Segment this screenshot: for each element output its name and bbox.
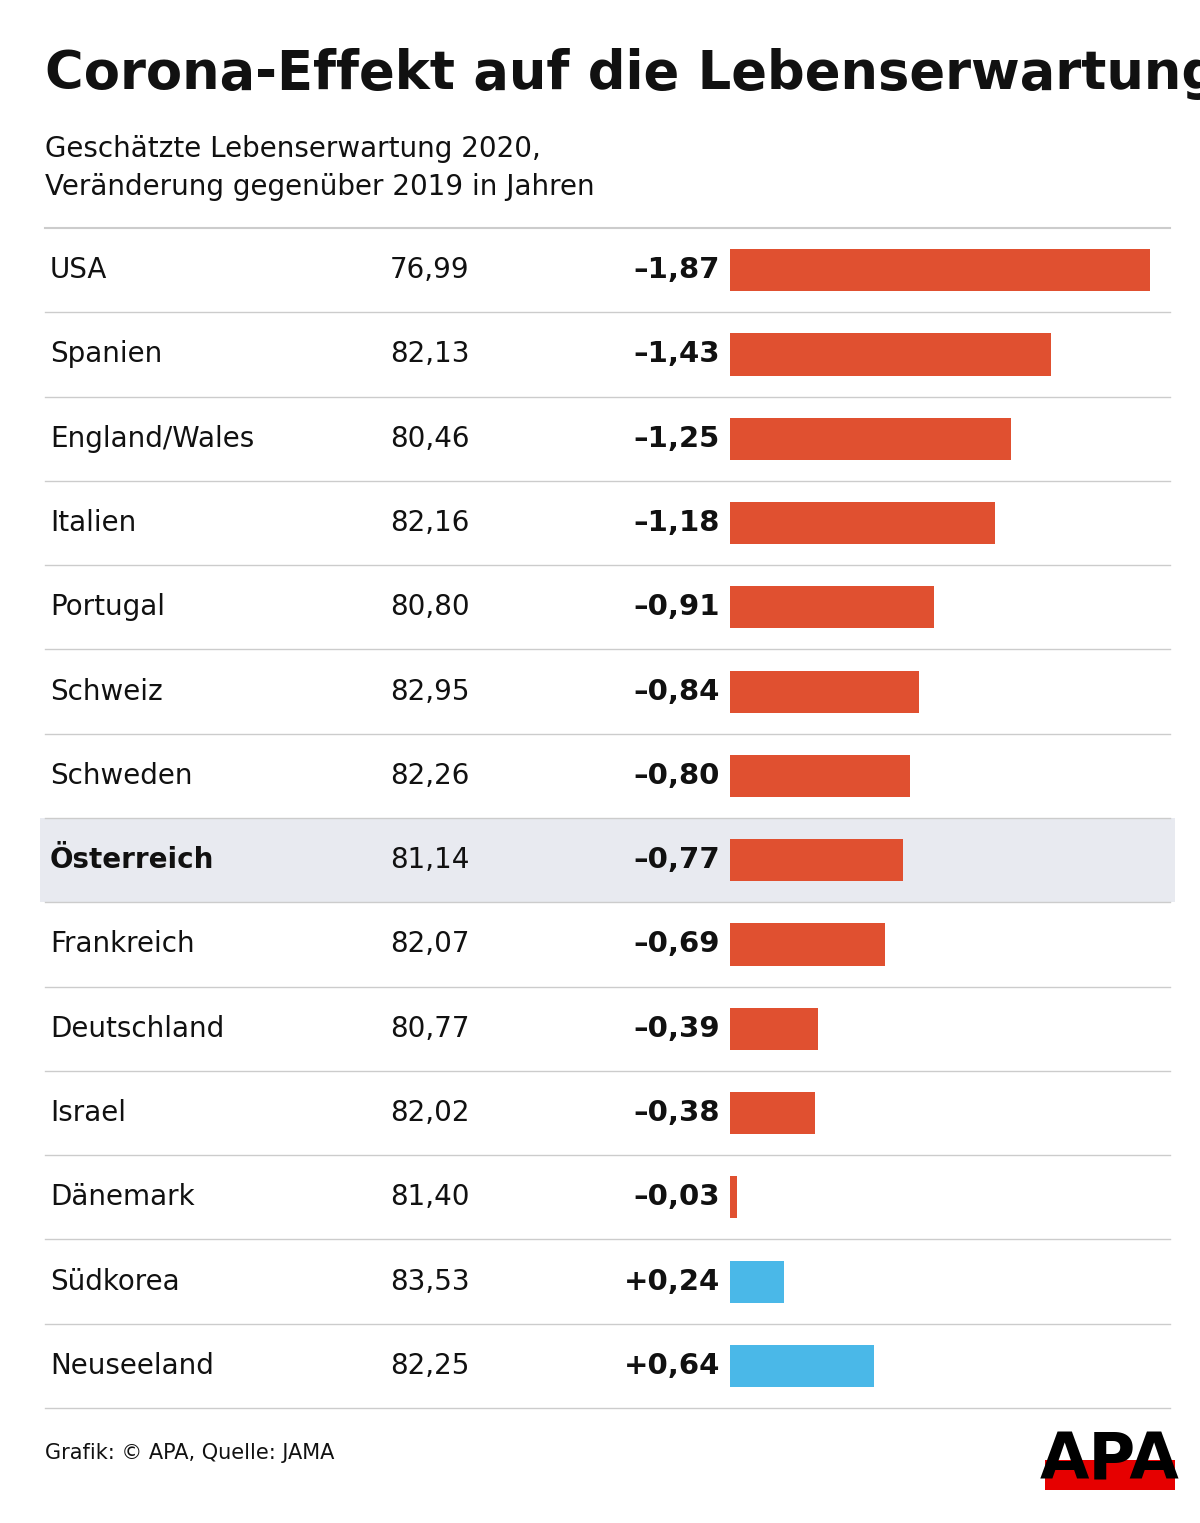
Text: 83,53: 83,53 — [390, 1267, 469, 1296]
Bar — [730, 670, 919, 713]
Text: USA: USA — [50, 256, 107, 285]
Text: Portugal: Portugal — [50, 594, 166, 621]
Text: –1,25: –1,25 — [634, 425, 720, 452]
Text: 82,95: 82,95 — [390, 678, 469, 705]
Text: 82,16: 82,16 — [390, 509, 469, 538]
Text: –1,43: –1,43 — [634, 341, 720, 369]
Text: England/Wales: England/Wales — [50, 425, 254, 452]
Text: –1,18: –1,18 — [634, 509, 720, 538]
Text: 81,40: 81,40 — [390, 1183, 469, 1211]
Bar — [730, 1345, 874, 1387]
Bar — [1045, 1461, 1175, 1489]
Bar — [730, 923, 884, 966]
Text: Südkorea: Südkorea — [50, 1267, 180, 1296]
Text: 76,99: 76,99 — [390, 256, 469, 285]
Text: –0,38: –0,38 — [634, 1100, 720, 1127]
Text: Grafik: © APA, Quelle: JAMA: Grafik: © APA, Quelle: JAMA — [46, 1442, 335, 1464]
Text: 82,07: 82,07 — [390, 931, 469, 958]
Text: 82,25: 82,25 — [390, 1352, 469, 1380]
Text: +0,64: +0,64 — [624, 1352, 720, 1380]
Text: 80,77: 80,77 — [390, 1014, 469, 1043]
Text: –0,39: –0,39 — [634, 1014, 720, 1043]
Text: –0,03: –0,03 — [634, 1183, 720, 1211]
Text: Österreich: Österreich — [50, 847, 215, 874]
Bar — [730, 839, 902, 882]
Text: –0,69: –0,69 — [634, 931, 720, 958]
Text: –0,91: –0,91 — [634, 594, 720, 621]
Text: Israel: Israel — [50, 1100, 126, 1127]
Text: –1,87: –1,87 — [634, 256, 720, 285]
Text: Neuseeland: Neuseeland — [50, 1352, 214, 1380]
Bar — [730, 417, 1010, 460]
Text: Corona-Effekt auf die Lebenserwartung: Corona-Effekt auf die Lebenserwartung — [46, 49, 1200, 101]
Text: 82,02: 82,02 — [390, 1100, 469, 1127]
Text: Veränderung gegenüber 2019 in Jahren: Veränderung gegenüber 2019 in Jahren — [46, 174, 595, 201]
Text: APA: APA — [1040, 1430, 1180, 1493]
Bar — [40, 818, 1175, 902]
Text: Schweiz: Schweiz — [50, 678, 163, 705]
Text: –0,77: –0,77 — [634, 847, 720, 874]
Text: 82,26: 82,26 — [390, 762, 469, 790]
Text: Spanien: Spanien — [50, 341, 162, 369]
Text: 82,13: 82,13 — [390, 341, 469, 369]
Text: Schweden: Schweden — [50, 762, 192, 790]
Bar — [730, 503, 995, 544]
Bar — [730, 1008, 817, 1049]
Bar — [730, 1176, 737, 1218]
Text: 80,46: 80,46 — [390, 425, 469, 452]
Text: Dänemark: Dänemark — [50, 1183, 194, 1211]
Text: Italien: Italien — [50, 509, 137, 538]
Bar — [730, 250, 1150, 291]
Bar — [730, 1092, 815, 1135]
Bar — [730, 334, 1051, 376]
Text: –0,80: –0,80 — [634, 762, 720, 790]
Text: –0,84: –0,84 — [634, 678, 720, 705]
Bar — [730, 755, 910, 797]
Text: Frankreich: Frankreich — [50, 931, 194, 958]
Text: Geschätzte Lebenserwartung 2020,: Geschätzte Lebenserwartung 2020, — [46, 136, 541, 163]
Text: +0,24: +0,24 — [624, 1267, 720, 1296]
Text: Deutschland: Deutschland — [50, 1014, 224, 1043]
Text: 80,80: 80,80 — [390, 594, 469, 621]
Bar — [730, 1261, 784, 1302]
Text: 81,14: 81,14 — [390, 847, 469, 874]
Bar — [730, 586, 935, 629]
